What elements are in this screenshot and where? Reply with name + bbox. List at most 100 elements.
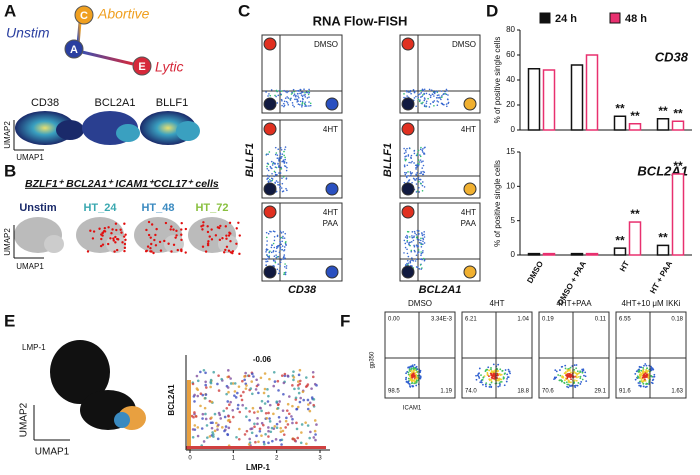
event (415, 168, 417, 170)
event (579, 383, 582, 385)
event (433, 95, 435, 97)
event (423, 242, 426, 244)
cell (258, 429, 262, 433)
condition-label: 4HT (461, 208, 476, 217)
quadrant-dot (325, 265, 339, 279)
event (437, 101, 440, 103)
event (304, 105, 306, 108)
event (284, 271, 287, 274)
cell (86, 250, 90, 253)
event (639, 384, 642, 387)
cell (205, 386, 208, 389)
event (414, 179, 416, 181)
event (415, 377, 417, 380)
event (415, 173, 417, 176)
event (277, 255, 280, 258)
event (407, 255, 410, 258)
cell (267, 429, 270, 433)
cell (154, 233, 157, 237)
cell (251, 392, 254, 396)
node-label: E (138, 61, 145, 73)
event (281, 240, 283, 243)
event (423, 233, 425, 236)
event (579, 375, 582, 378)
event (279, 181, 281, 183)
cell (314, 433, 317, 436)
event (420, 246, 423, 248)
cell (271, 439, 274, 443)
event (408, 91, 410, 94)
event (268, 151, 271, 153)
cell (257, 440, 260, 444)
event (270, 160, 273, 163)
event (419, 159, 422, 161)
event (283, 89, 285, 92)
event (411, 257, 413, 259)
quadrant-value: 91.6 (619, 389, 631, 395)
group-label: HT_24 (83, 202, 117, 214)
cell (256, 416, 259, 420)
event (295, 94, 297, 97)
event (431, 93, 434, 96)
cell (204, 250, 208, 253)
cell (272, 384, 276, 388)
cell (149, 236, 152, 239)
event (416, 380, 418, 382)
condition-label: DMSO (314, 40, 338, 49)
cell (293, 439, 297, 442)
cell (219, 417, 223, 420)
event (639, 382, 641, 384)
cell (298, 368, 302, 372)
event (265, 91, 267, 93)
cell (231, 409, 235, 412)
event (285, 267, 288, 269)
event (280, 93, 282, 95)
bar (585, 252, 599, 256)
event (567, 379, 570, 382)
quadrant-value: 0.00 (388, 317, 400, 323)
cell (167, 242, 170, 245)
cell (239, 394, 243, 398)
event (266, 258, 269, 260)
event (419, 371, 422, 374)
event (411, 259, 413, 262)
cell (292, 378, 295, 382)
quadrant-value: 0.11 (595, 317, 607, 323)
event (503, 384, 506, 387)
event (636, 376, 638, 379)
event (559, 379, 561, 382)
event (407, 371, 410, 374)
event (405, 372, 407, 375)
event (422, 148, 424, 150)
cell (262, 440, 266, 444)
event (506, 377, 508, 380)
event (478, 377, 481, 379)
cell (235, 435, 238, 439)
event (408, 147, 411, 149)
event (275, 180, 278, 182)
event (485, 382, 488, 385)
event (407, 380, 410, 383)
event (419, 154, 421, 156)
cell (184, 227, 188, 231)
event (283, 250, 285, 252)
event (280, 147, 282, 149)
event (434, 90, 437, 93)
event (406, 147, 408, 150)
event (274, 261, 277, 264)
cell (313, 429, 317, 433)
cell (201, 228, 204, 231)
axis-label: ICAM1 (403, 406, 422, 412)
quadrant-dot (263, 97, 277, 111)
event (446, 105, 448, 108)
event (283, 161, 286, 163)
cell (263, 402, 267, 405)
event (425, 100, 428, 103)
event (575, 364, 578, 366)
cell (201, 417, 204, 420)
event (418, 180, 420, 183)
event (304, 101, 307, 103)
event (443, 93, 445, 95)
event (494, 371, 496, 374)
cell (204, 412, 207, 416)
